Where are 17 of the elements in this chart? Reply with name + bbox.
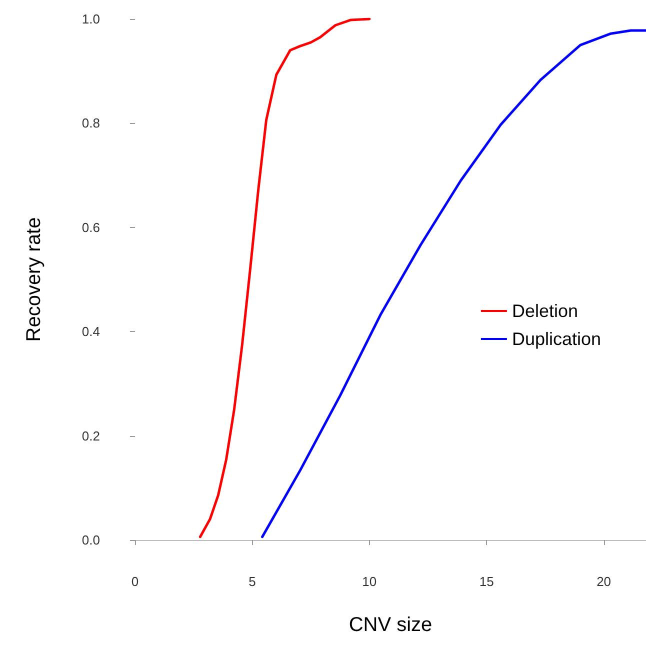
x-tick-label: 10 [362,574,377,589]
x-tick-label: 5 [248,574,256,589]
y-tick-label: 0.2 [82,428,100,444]
x-tick-label: 15 [479,574,494,589]
line-series [198,18,371,538]
x-axis-title: CNV size [348,614,432,636]
legend-label: Duplication [512,329,602,349]
y-tick-label: 0.0 [82,532,100,548]
y-tick-label: 0.6 [82,220,100,235]
y-tick-label: 0.8 [82,116,100,131]
y-axis-title: Recovery rate [23,217,45,342]
line-series [261,29,646,538]
legend-label: Deletion [512,301,578,321]
y-tick-label: 0.4 [82,324,100,340]
x-tick-label: 20 [596,574,612,589]
y-tick-label: 1.0 [82,12,100,26]
x-tick-label: 0 [131,574,139,589]
